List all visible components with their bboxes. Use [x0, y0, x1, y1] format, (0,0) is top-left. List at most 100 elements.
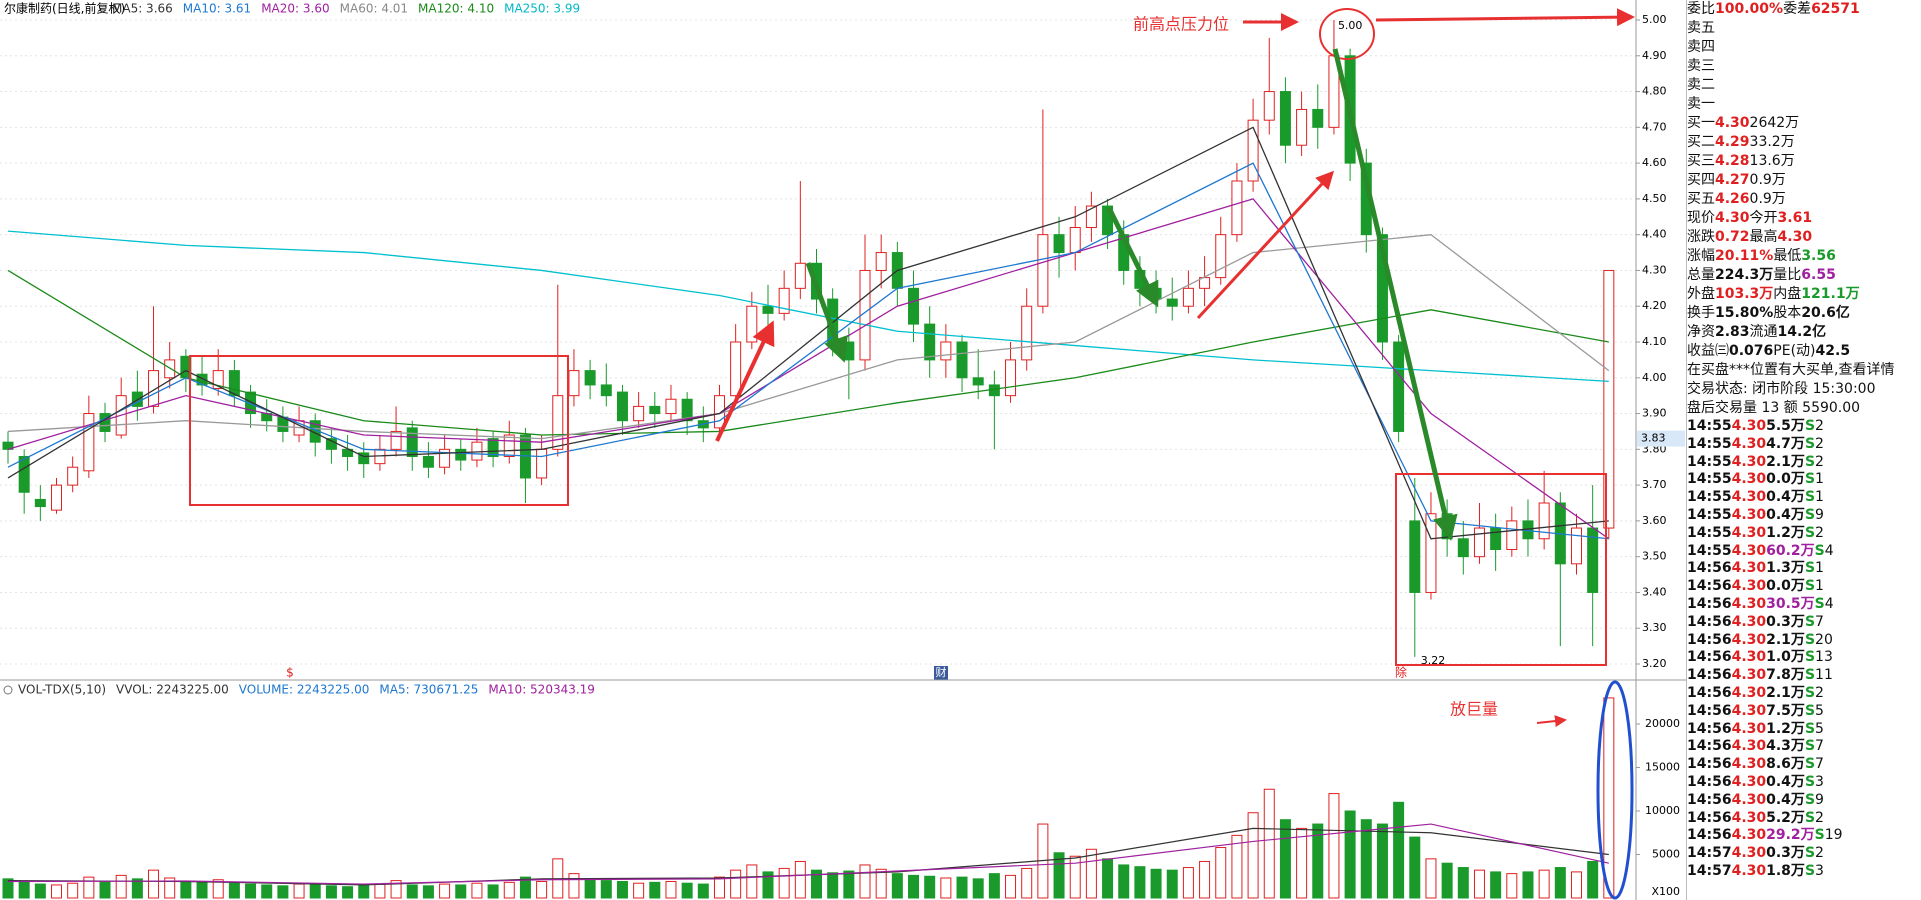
candle-body: [1279, 91, 1291, 146]
panel-row: 14:564.300.4万S3: [1687, 774, 1921, 792]
volume-bar: [924, 875, 936, 899]
volume-bar: [1053, 852, 1065, 899]
volume-bar: [730, 869, 742, 899]
volume-bar: [1021, 867, 1033, 899]
panel-row: 买五4.260.9万: [1687, 190, 1921, 209]
candle-body: [940, 341, 952, 361]
price: 4.30: [1731, 542, 1767, 559]
volume-bar: [34, 883, 46, 899]
arrow: [1375, 8, 1635, 27]
candle-body: [406, 427, 418, 457]
volume-bar: [293, 883, 305, 899]
volume-bar: [1328, 793, 1340, 899]
event-marker: $: [286, 666, 294, 680]
volume-bar: [1457, 867, 1469, 899]
time: 14:57: [1687, 862, 1732, 879]
count: 5: [1815, 720, 1824, 737]
volume: 0.9万: [1749, 172, 1786, 188]
volume-bar: [1409, 836, 1421, 899]
label: 内盘: [1773, 286, 1802, 302]
side: S: [1804, 862, 1816, 879]
count: 1: [1815, 560, 1824, 577]
candle-body: [665, 398, 677, 415]
y-tick-label: 4.10: [1642, 335, 1667, 348]
label: 今开: [1749, 210, 1778, 226]
candle-body: [18, 455, 30, 493]
side: S: [1804, 720, 1816, 737]
legend-item: VVOL: 2243225.00: [116, 683, 229, 697]
panel-row: 14:554.301.2万S2: [1687, 525, 1921, 543]
count: 1: [1815, 471, 1824, 488]
label: 卖四: [1687, 39, 1715, 55]
volume-bar: [261, 884, 273, 899]
count: 2: [1815, 809, 1824, 826]
value: 14.2亿: [1777, 324, 1827, 340]
peak-label: 5.00: [1338, 19, 1363, 32]
side: S: [1804, 489, 1816, 506]
arrow: [715, 320, 775, 442]
volume-bar: [277, 885, 289, 899]
panel-row: 现价4.30今开3.61: [1687, 209, 1921, 228]
box: [189, 355, 569, 506]
label: 卖三: [1687, 58, 1715, 74]
candle-body: [972, 377, 984, 386]
low-label: 3.22: [1421, 654, 1446, 667]
volume-bar: [1376, 823, 1388, 899]
volume-bar: [908, 874, 920, 899]
panel-row: 14:554.3060.2万S4: [1687, 543, 1921, 561]
time: 14:56: [1687, 702, 1732, 719]
label: 买五: [1687, 191, 1715, 207]
y-tick-label: 3.70: [1642, 478, 1667, 491]
count: 1: [1815, 489, 1824, 506]
volume-bar: [115, 874, 127, 899]
volume-bar: [439, 883, 451, 899]
candle-body: [746, 305, 758, 343]
label: 量比: [1773, 267, 1802, 283]
time: 14:55: [1687, 489, 1732, 506]
price: 4.30: [1731, 524, 1767, 541]
label: 买二: [1687, 134, 1715, 150]
volume-bar: [746, 864, 758, 899]
volume: 33.2万: [1749, 134, 1795, 150]
volume-bar: [568, 873, 580, 899]
panel-row: 卖三: [1687, 57, 1921, 76]
candle-body: [1490, 527, 1502, 551]
label: 买一: [1687, 115, 1715, 131]
volume-bar: [196, 881, 208, 899]
value: 20.6亿: [1801, 305, 1850, 321]
y-tick-label: 3.40: [1642, 585, 1667, 598]
volume: 0.3万: [1766, 613, 1805, 630]
chart: 前高点压力位 放巨量 $ 财 除 尔康制药(日线,前复权)MA5: 3.66 MA…: [0, 0, 1686, 900]
candle-body: [1231, 180, 1243, 236]
count: 9: [1815, 506, 1824, 523]
volume: 60.2万: [1766, 542, 1815, 559]
label: 涨跌: [1687, 229, 1715, 245]
panel-row: 14:564.301.3万S1: [1687, 560, 1921, 578]
candle-body: [1538, 502, 1550, 540]
candle-body: [552, 395, 564, 450]
value: 15.80%: [1715, 305, 1774, 321]
candle-body: [730, 341, 742, 397]
volume-bar: [1150, 868, 1162, 899]
price: 4.29: [1715, 134, 1750, 150]
ma-line: [7, 198, 1610, 540]
count: 20: [1815, 631, 1833, 648]
annotation: 放巨量: [1450, 700, 1498, 719]
candle-body: [859, 269, 871, 361]
candle-body: [455, 448, 467, 461]
price: 4.30: [1731, 791, 1767, 808]
event-marker: 财: [936, 665, 947, 679]
volume-bar: [1279, 819, 1291, 899]
volume: 0.4万: [1766, 489, 1805, 506]
side: S: [1804, 791, 1816, 808]
volume-bar: [940, 877, 952, 899]
legend-item: MA10: 3.61: [183, 2, 251, 16]
side: S: [1804, 684, 1816, 701]
volume-bar: [843, 870, 855, 899]
value: 0.72: [1715, 229, 1750, 245]
panel-row: 14:564.301.2万S5: [1687, 721, 1921, 739]
volume: 5.2万: [1766, 809, 1805, 826]
volume: 1.2万: [1766, 720, 1805, 737]
panel-row: 涨幅20.11%最低3.56: [1687, 247, 1921, 266]
volume-bar: [212, 879, 224, 899]
